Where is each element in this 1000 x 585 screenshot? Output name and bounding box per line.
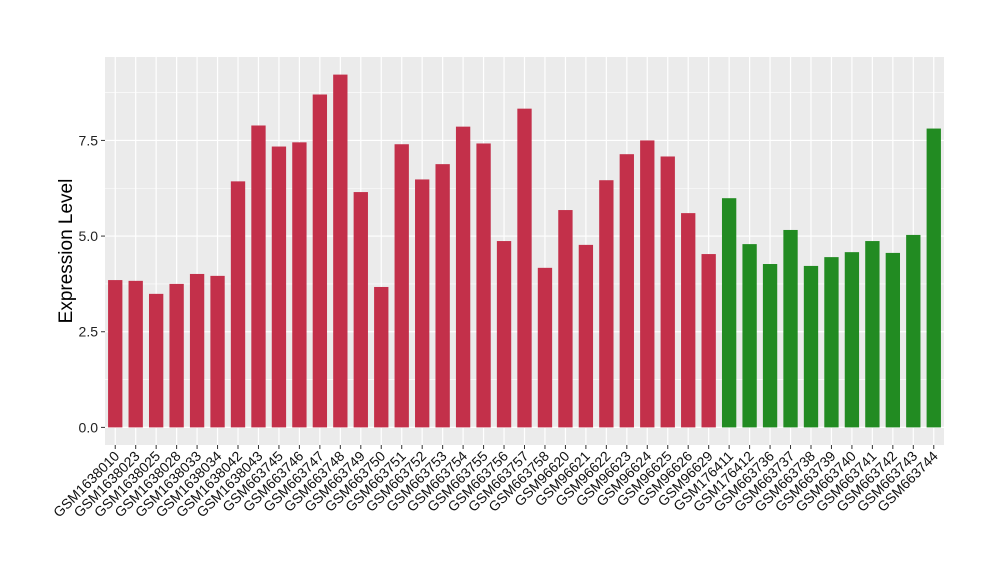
y-tick-label: 5.0 — [79, 228, 99, 244]
bar-GSM663739 — [824, 257, 839, 428]
bar-GSM1638025 — [148, 293, 164, 428]
bar-GSM663736 — [762, 264, 778, 428]
bar-GSM1638042 — [230, 181, 246, 428]
bar-GSM1638043 — [251, 125, 266, 428]
bar-GSM663757 — [517, 108, 532, 428]
bar-GSM96623 — [619, 154, 634, 428]
bar-GSM663745 — [271, 146, 287, 428]
bar-GSM663749 — [353, 192, 368, 428]
bar-GSM663743 — [906, 234, 921, 428]
x-axis: GSM1638010GSM1638023GSM1638025GSM1638028… — [50, 445, 941, 520]
bar-GSM176411 — [721, 198, 737, 428]
bar-GSM663741 — [865, 241, 880, 428]
bar-GSM663754 — [455, 126, 471, 428]
bar-GSM663744 — [926, 128, 941, 428]
bar-GSM96626 — [681, 213, 696, 428]
bar-GSM96625 — [660, 156, 675, 428]
bar-GSM96621 — [578, 244, 594, 428]
bar-GSM1638023 — [128, 280, 143, 428]
bar-GSM663746 — [292, 142, 307, 428]
bar-GSM176412 — [742, 244, 757, 428]
y-axis: 0.0 2.5 5.0 7.5 — [79, 132, 105, 435]
bar-GSM96629 — [701, 254, 716, 428]
y-tick-label: 2.5 — [79, 324, 99, 340]
bar-GSM663737 — [783, 229, 798, 428]
bar-GSM663755 — [476, 143, 491, 428]
bar-GSM1638033 — [189, 273, 205, 428]
bar-GSM663751 — [394, 144, 409, 428]
bar-GSM663738 — [803, 265, 819, 428]
bar-GSM663750 — [374, 286, 389, 428]
y-tick-label: 0.0 — [79, 419, 99, 435]
bar-GSM1638010 — [108, 280, 123, 428]
bar-GSM96620 — [558, 210, 573, 428]
bars — [108, 74, 941, 428]
bar-GSM663740 — [844, 252, 860, 428]
bar-GSM1638034 — [210, 275, 225, 428]
bar-GSM663748 — [333, 74, 348, 428]
y-axis-label: Expression Level — [56, 179, 77, 324]
bar-GSM663753 — [435, 164, 450, 428]
bar-GSM663758 — [537, 267, 553, 428]
bar-GSM663742 — [885, 252, 901, 428]
y-tick-label: 7.5 — [79, 132, 99, 148]
bar-GSM663752 — [415, 179, 430, 428]
bar-GSM96622 — [599, 180, 614, 428]
bar-GSM663756 — [496, 241, 512, 428]
bar-GSM1638028 — [169, 283, 184, 428]
bar-GSM663747 — [312, 94, 328, 428]
bar-GSM96624 — [640, 140, 655, 428]
